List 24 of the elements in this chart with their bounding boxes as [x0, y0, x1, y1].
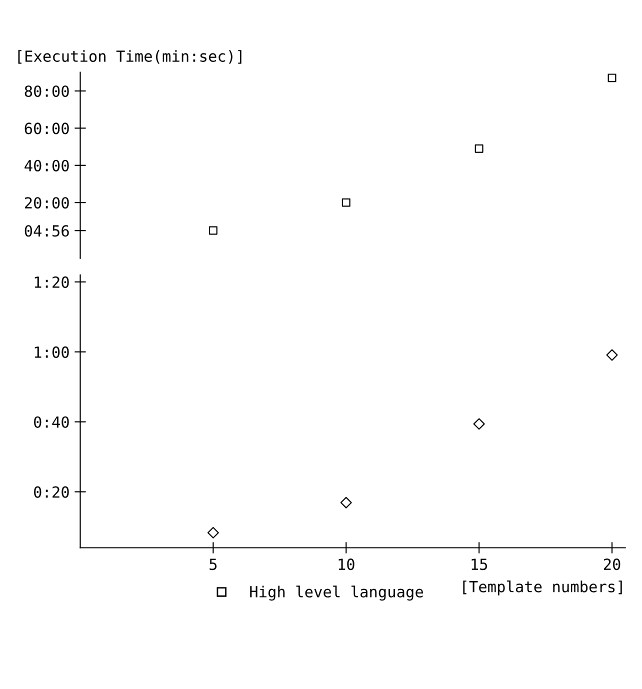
y-axis-title: [Execution Time(min:sec)]: [18, 50, 242, 64]
point: [207, 526, 219, 538]
y-tick-label: 0:40: [34, 416, 69, 428]
y-tick-label: 60:00: [24, 122, 69, 134]
point: [340, 496, 352, 508]
y-tick-label: 0:20: [34, 486, 69, 498]
x-tick-label: 5: [210, 558, 217, 570]
x-tick-label: 15: [472, 558, 488, 570]
y-tick-label: 1:00: [34, 346, 69, 358]
x-tick-label: 10: [338, 558, 354, 570]
x-axis-title: [Template numbers]: [463, 580, 622, 596]
y-tick-label: 80:00: [24, 85, 69, 98]
point: [342, 198, 350, 207]
y-tick-label: 40:00: [24, 160, 69, 172]
legend-label: High level language: [250, 586, 423, 601]
y-tick-label: 04:56: [24, 225, 69, 237]
point: [606, 349, 618, 361]
y-tick-label: 1:20: [34, 276, 69, 288]
point: [474, 144, 484, 153]
point: [608, 74, 616, 82]
point: [473, 418, 485, 430]
x-tick-label: 20: [604, 558, 620, 570]
y-tick-label: 20:00: [24, 197, 69, 209]
point: [208, 226, 218, 235]
